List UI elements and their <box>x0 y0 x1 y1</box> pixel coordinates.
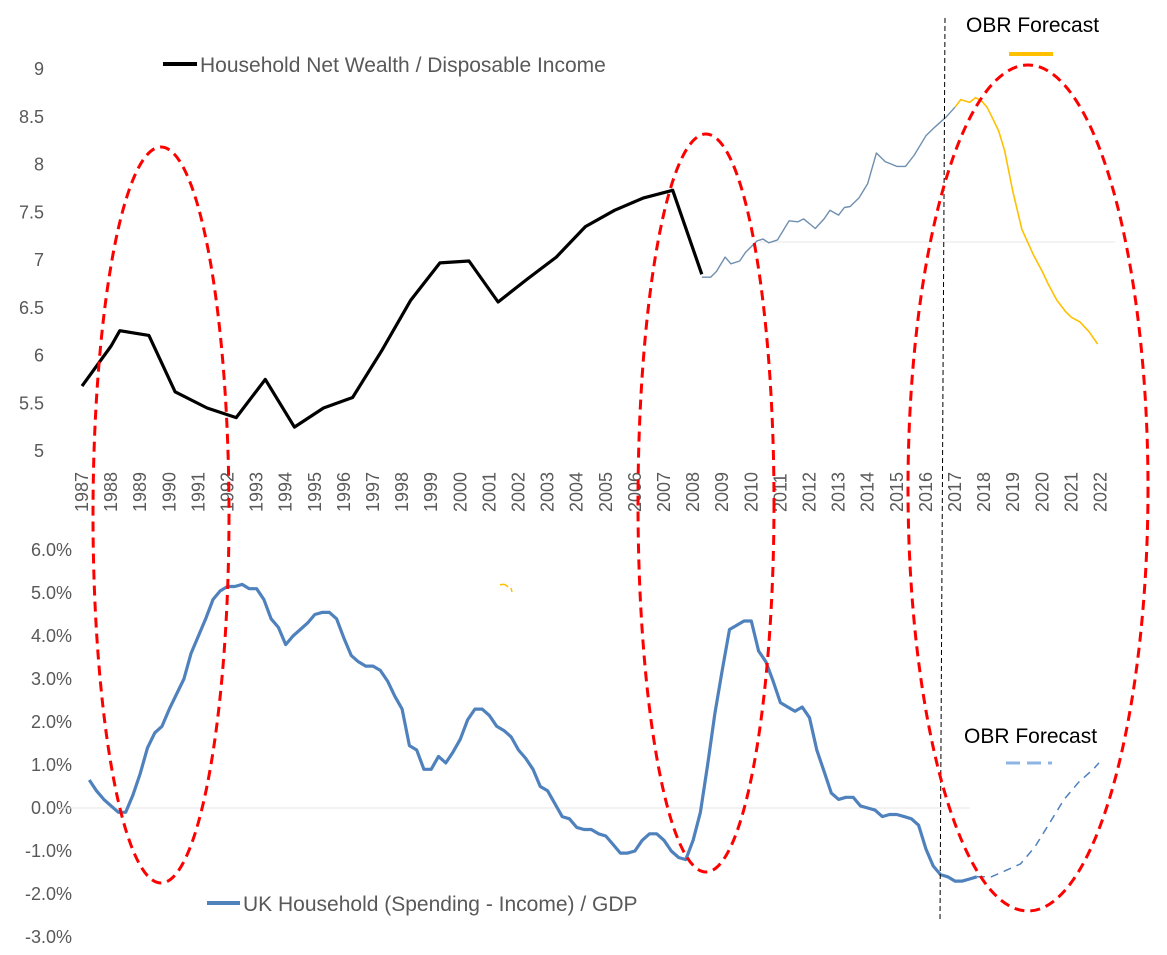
x-tick-label: 2013 <box>829 472 849 512</box>
x-tick-label: 1990 <box>159 472 179 512</box>
x-tick-label: 2012 <box>800 472 820 512</box>
x-tick-label: 1995 <box>305 472 325 512</box>
bottom-y-tick-label: -3.0% <box>25 927 72 947</box>
top-panel-series <box>80 96 1099 429</box>
series-line-household-balance-forecast <box>976 762 1100 878</box>
top-y-tick-label: 7 <box>34 250 44 270</box>
bottom-y-tick-label: -2.0% <box>25 884 72 904</box>
x-tick-label: 2020 <box>1032 472 1052 512</box>
x-tick-label: 2001 <box>479 472 499 512</box>
bottom-y-tick-label: -1.0% <box>25 841 72 861</box>
x-tick-label: 2018 <box>974 472 994 512</box>
x-tick-label: 2014 <box>858 472 878 512</box>
x-tick-label: 2008 <box>683 472 703 512</box>
series-line-wealth <box>80 188 704 429</box>
bottom-y-tick-label: 1.0% <box>31 755 72 775</box>
top-y-tick-label: 8.5 <box>19 107 44 127</box>
top-y-tick-label: 8 <box>34 155 44 175</box>
x-tick-label: 2003 <box>538 472 558 512</box>
forecast-divider-line <box>939 17 946 923</box>
legend-wealth-label: Household Net Wealth / Disposable Income <box>200 54 606 77</box>
x-tick-label: 1989 <box>130 472 150 512</box>
x-tick-label: 2000 <box>450 472 470 512</box>
bottom-y-tick-label: 2.0% <box>31 712 72 732</box>
x-tick-label: 1998 <box>392 472 412 512</box>
x-tick-label: 1991 <box>188 472 208 512</box>
bottom-y-axis: -3.0% -2.0% -1.0% 0.0% 1.0% 2.0% 3.0% 4.0% 5.0% 6… <box>25 540 72 947</box>
highlight-ellipse-2009 <box>636 132 776 874</box>
bottom-y-tick-label: 4.0% <box>31 626 72 646</box>
x-tick-label: 1988 <box>101 472 121 512</box>
x-tick-label: 2010 <box>741 472 761 512</box>
top-y-axis: 5 5.5 6 6.5 7 7.5 8 8.5 9 <box>19 59 44 461</box>
highlight-ellipse-1990 <box>91 145 231 885</box>
x-tick-label: 1999 <box>421 472 441 512</box>
x-tick-label: 1987 <box>72 472 92 512</box>
x-tick-label: 2022 <box>1091 472 1111 512</box>
top-y-tick-label: 6 <box>34 346 44 366</box>
x-tick-label: 2007 <box>654 472 674 512</box>
bottom-y-tick-label: 0.0% <box>31 798 72 818</box>
obr-forecast-top-label: OBR Forecast <box>966 14 1099 37</box>
series-line-wealth-recent <box>701 106 956 278</box>
top-y-tick-label: 6.5 <box>19 298 44 318</box>
highlight-ellipse-forecast <box>906 63 1150 913</box>
bottom-y-tick-label: 6.0% <box>31 540 72 560</box>
x-tick-label: 2017 <box>945 472 965 512</box>
x-tick-label: 2015 <box>887 472 907 512</box>
bottom-y-tick-label: 3.0% <box>31 669 72 689</box>
x-tick-label: 2019 <box>1003 472 1023 512</box>
x-tick-label: 1996 <box>334 472 354 512</box>
bottom-y-tick-label: 5.0% <box>31 583 72 603</box>
x-tick-label: 2006 <box>625 472 645 512</box>
x-tick-label: 1993 <box>247 472 267 512</box>
x-tick-label: 1994 <box>276 472 296 512</box>
top-y-tick-label: 5.5 <box>19 393 44 413</box>
bottom-panel-series <box>87 582 1100 883</box>
series-line-wealth-forecast <box>954 96 1099 345</box>
series-line-household-balance <box>87 582 978 883</box>
stray-forecast-mark <box>499 583 513 593</box>
top-y-tick-label: 5 <box>34 441 44 461</box>
x-tick-label: 1997 <box>363 472 383 512</box>
x-axis: 1987 1988 1989 1990 1991 1992 1993 1994 1995 1996… <box>72 472 1111 512</box>
top-y-tick-label: 9 <box>34 59 44 79</box>
x-tick-label: 2016 <box>916 472 936 512</box>
x-tick-label: 2009 <box>712 472 732 512</box>
legend-balance-label: UK Household (Spending - Income) / GDP <box>243 893 638 916</box>
obr-forecast-bottom-label: OBR Forecast <box>964 725 1097 748</box>
top-y-tick-label: 7.5 <box>19 202 44 222</box>
x-tick-label: 2004 <box>567 472 587 512</box>
x-tick-label: 2005 <box>596 472 616 512</box>
x-tick-label: 2002 <box>509 472 529 512</box>
x-tick-label: 2021 <box>1061 472 1081 512</box>
